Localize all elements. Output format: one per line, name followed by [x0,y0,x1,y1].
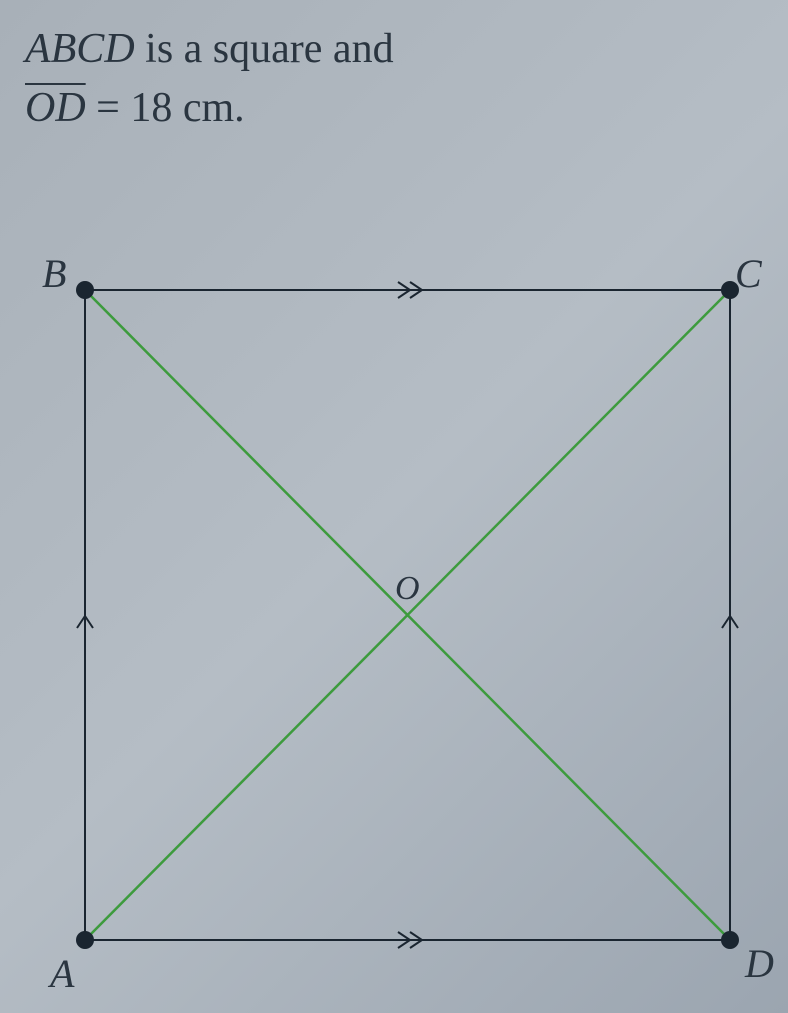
diagram-svg [40,240,760,1000]
square-name: ABCD [25,26,135,72]
measurement-value: 18 cm [130,85,234,131]
label-o: O [395,570,420,608]
problem-line-2: OD = 18 cm. [25,79,763,138]
point-d [721,931,739,949]
line1-text: is a square and [135,26,394,72]
square-diagram: A B C D O [40,240,760,990]
equals-sign: = [86,85,131,131]
point-a [76,931,94,949]
label-b: B [42,250,66,297]
label-a: A [50,950,74,997]
label-c: C [735,250,762,297]
segment-od: OD [25,85,86,131]
point-b [76,281,94,299]
problem-line-1: ABCD is a square and [25,20,763,79]
label-d: D [745,940,774,987]
problem-statement: ABCD is a square and OD = 18 cm. [0,0,788,158]
period: . [234,85,245,131]
